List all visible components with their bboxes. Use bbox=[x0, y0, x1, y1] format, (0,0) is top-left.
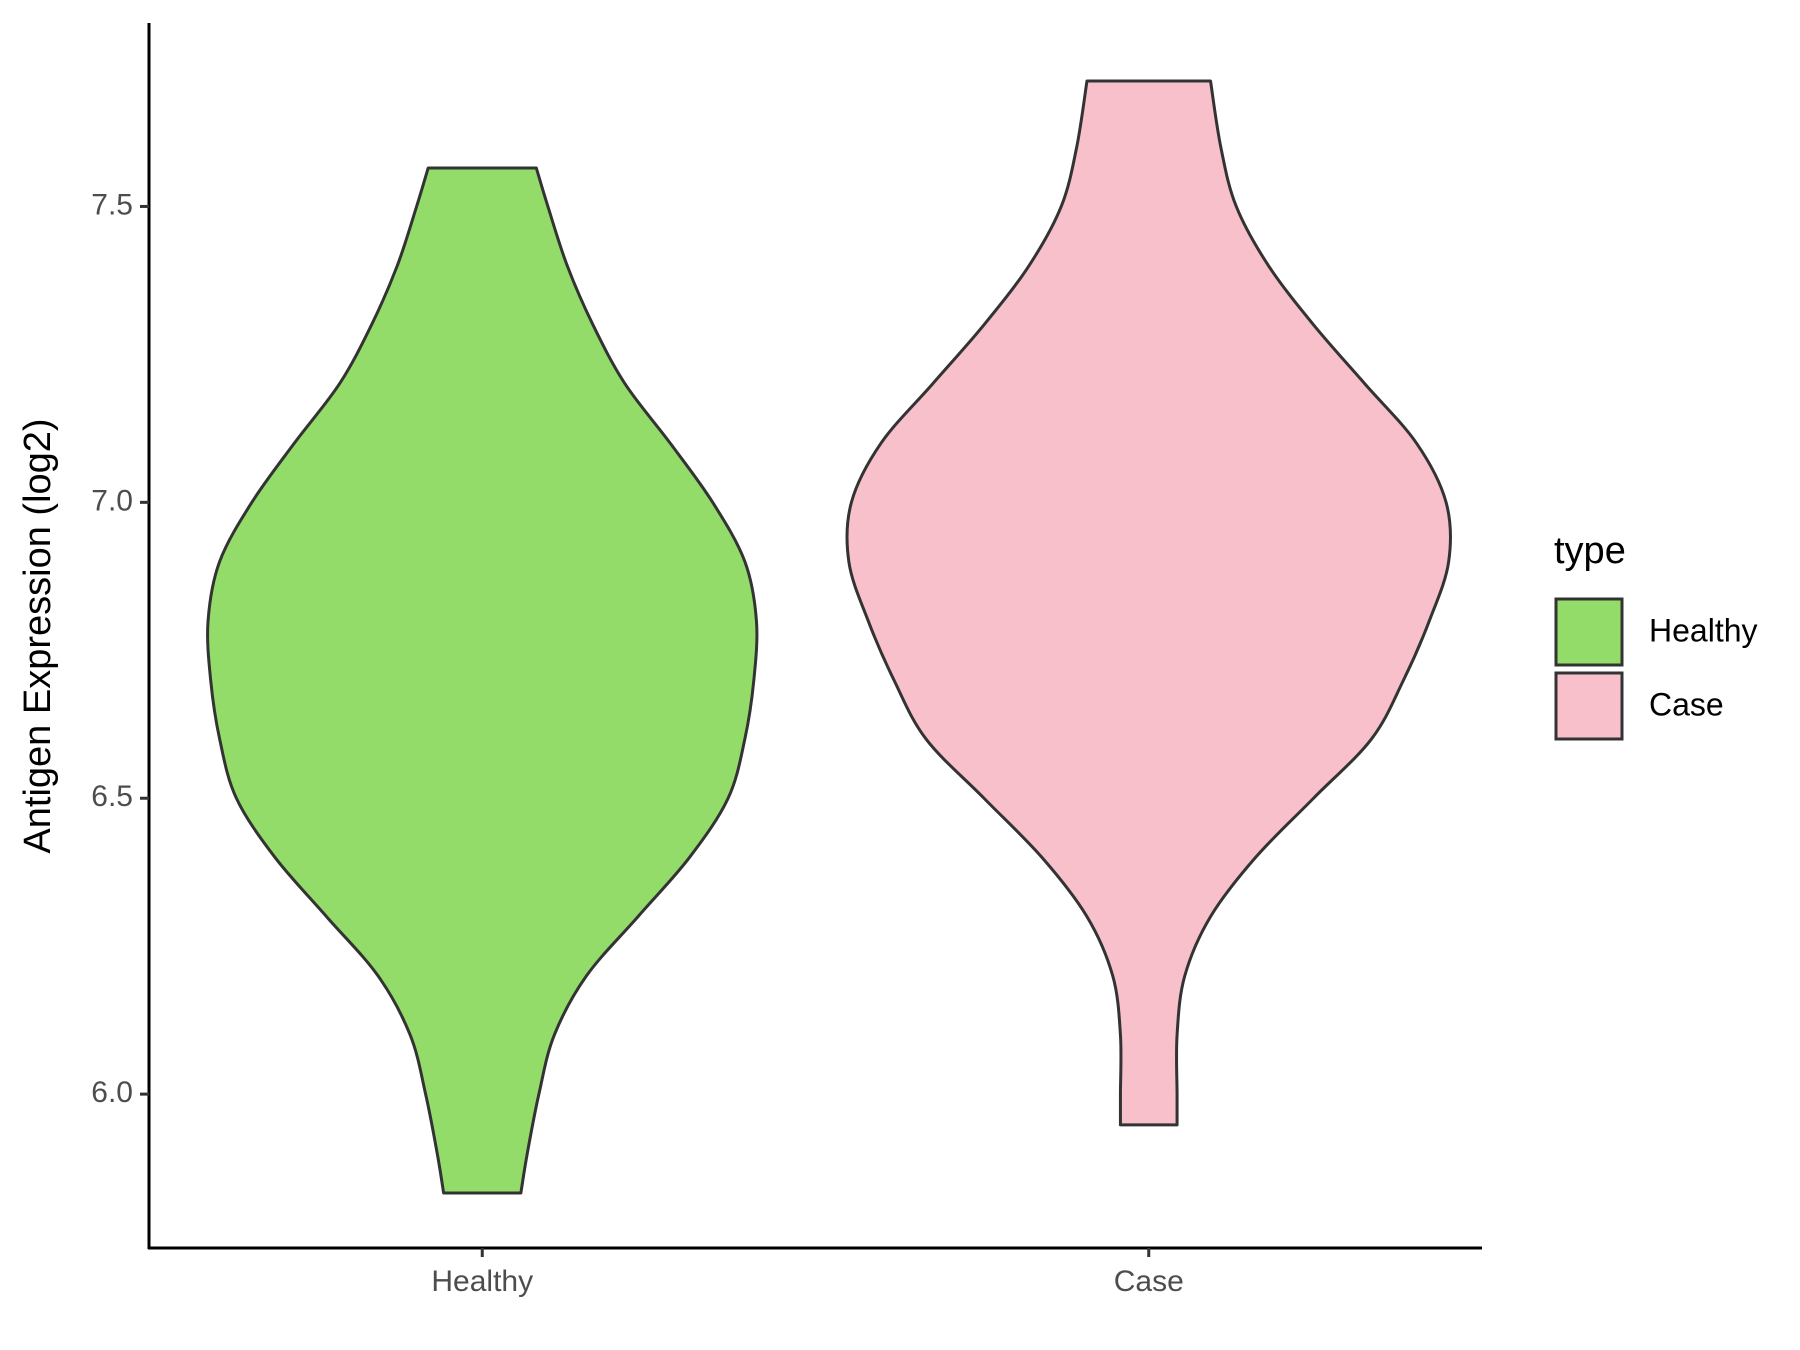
legend-label: Healthy bbox=[1649, 612, 1758, 648]
x-tick-label: Healthy bbox=[431, 1265, 533, 1298]
legend-label: Case bbox=[1649, 686, 1724, 722]
legend-key bbox=[1554, 597, 1624, 667]
x-tick-label: Case bbox=[1114, 1265, 1184, 1298]
y-axis-title: Antigen Expression (log2) bbox=[17, 418, 59, 853]
violin bbox=[845, 79, 1452, 1127]
violin bbox=[206, 166, 759, 1195]
y-tick-label: 6.0 bbox=[91, 1076, 133, 1109]
legend-title: type bbox=[1554, 530, 1626, 572]
y-tick-label: 7.5 bbox=[91, 188, 133, 221]
y-tick-label: 6.5 bbox=[91, 780, 133, 813]
y-tick-label: 7.0 bbox=[91, 484, 133, 517]
legend-key bbox=[1554, 671, 1624, 741]
